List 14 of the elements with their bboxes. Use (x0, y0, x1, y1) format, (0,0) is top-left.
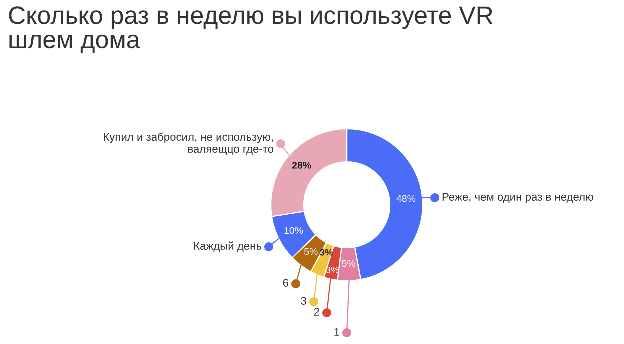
data-label: 5% (342, 260, 356, 268)
legend-label: 1 (334, 328, 340, 336)
data-label: 5% (304, 248, 318, 256)
chart-title: Сколько раз в неделю вы используете VR шлем дома (9, 6, 493, 54)
legend-label: 3 (301, 297, 307, 305)
legend-label: 6 (283, 279, 289, 287)
data-label: 28% (292, 162, 312, 169)
legend-label: 2 (314, 308, 320, 316)
slice-label: Реже, чем один раз в неделю (442, 193, 594, 204)
legend-label: Купил и забросил, не использую, валяещцо где-то (104, 132, 274, 156)
data-label: 3% (326, 266, 339, 274)
data-label: 10% (284, 227, 304, 234)
data-label: 48% (396, 195, 416, 202)
legend-label: Каждый день (194, 242, 262, 252)
